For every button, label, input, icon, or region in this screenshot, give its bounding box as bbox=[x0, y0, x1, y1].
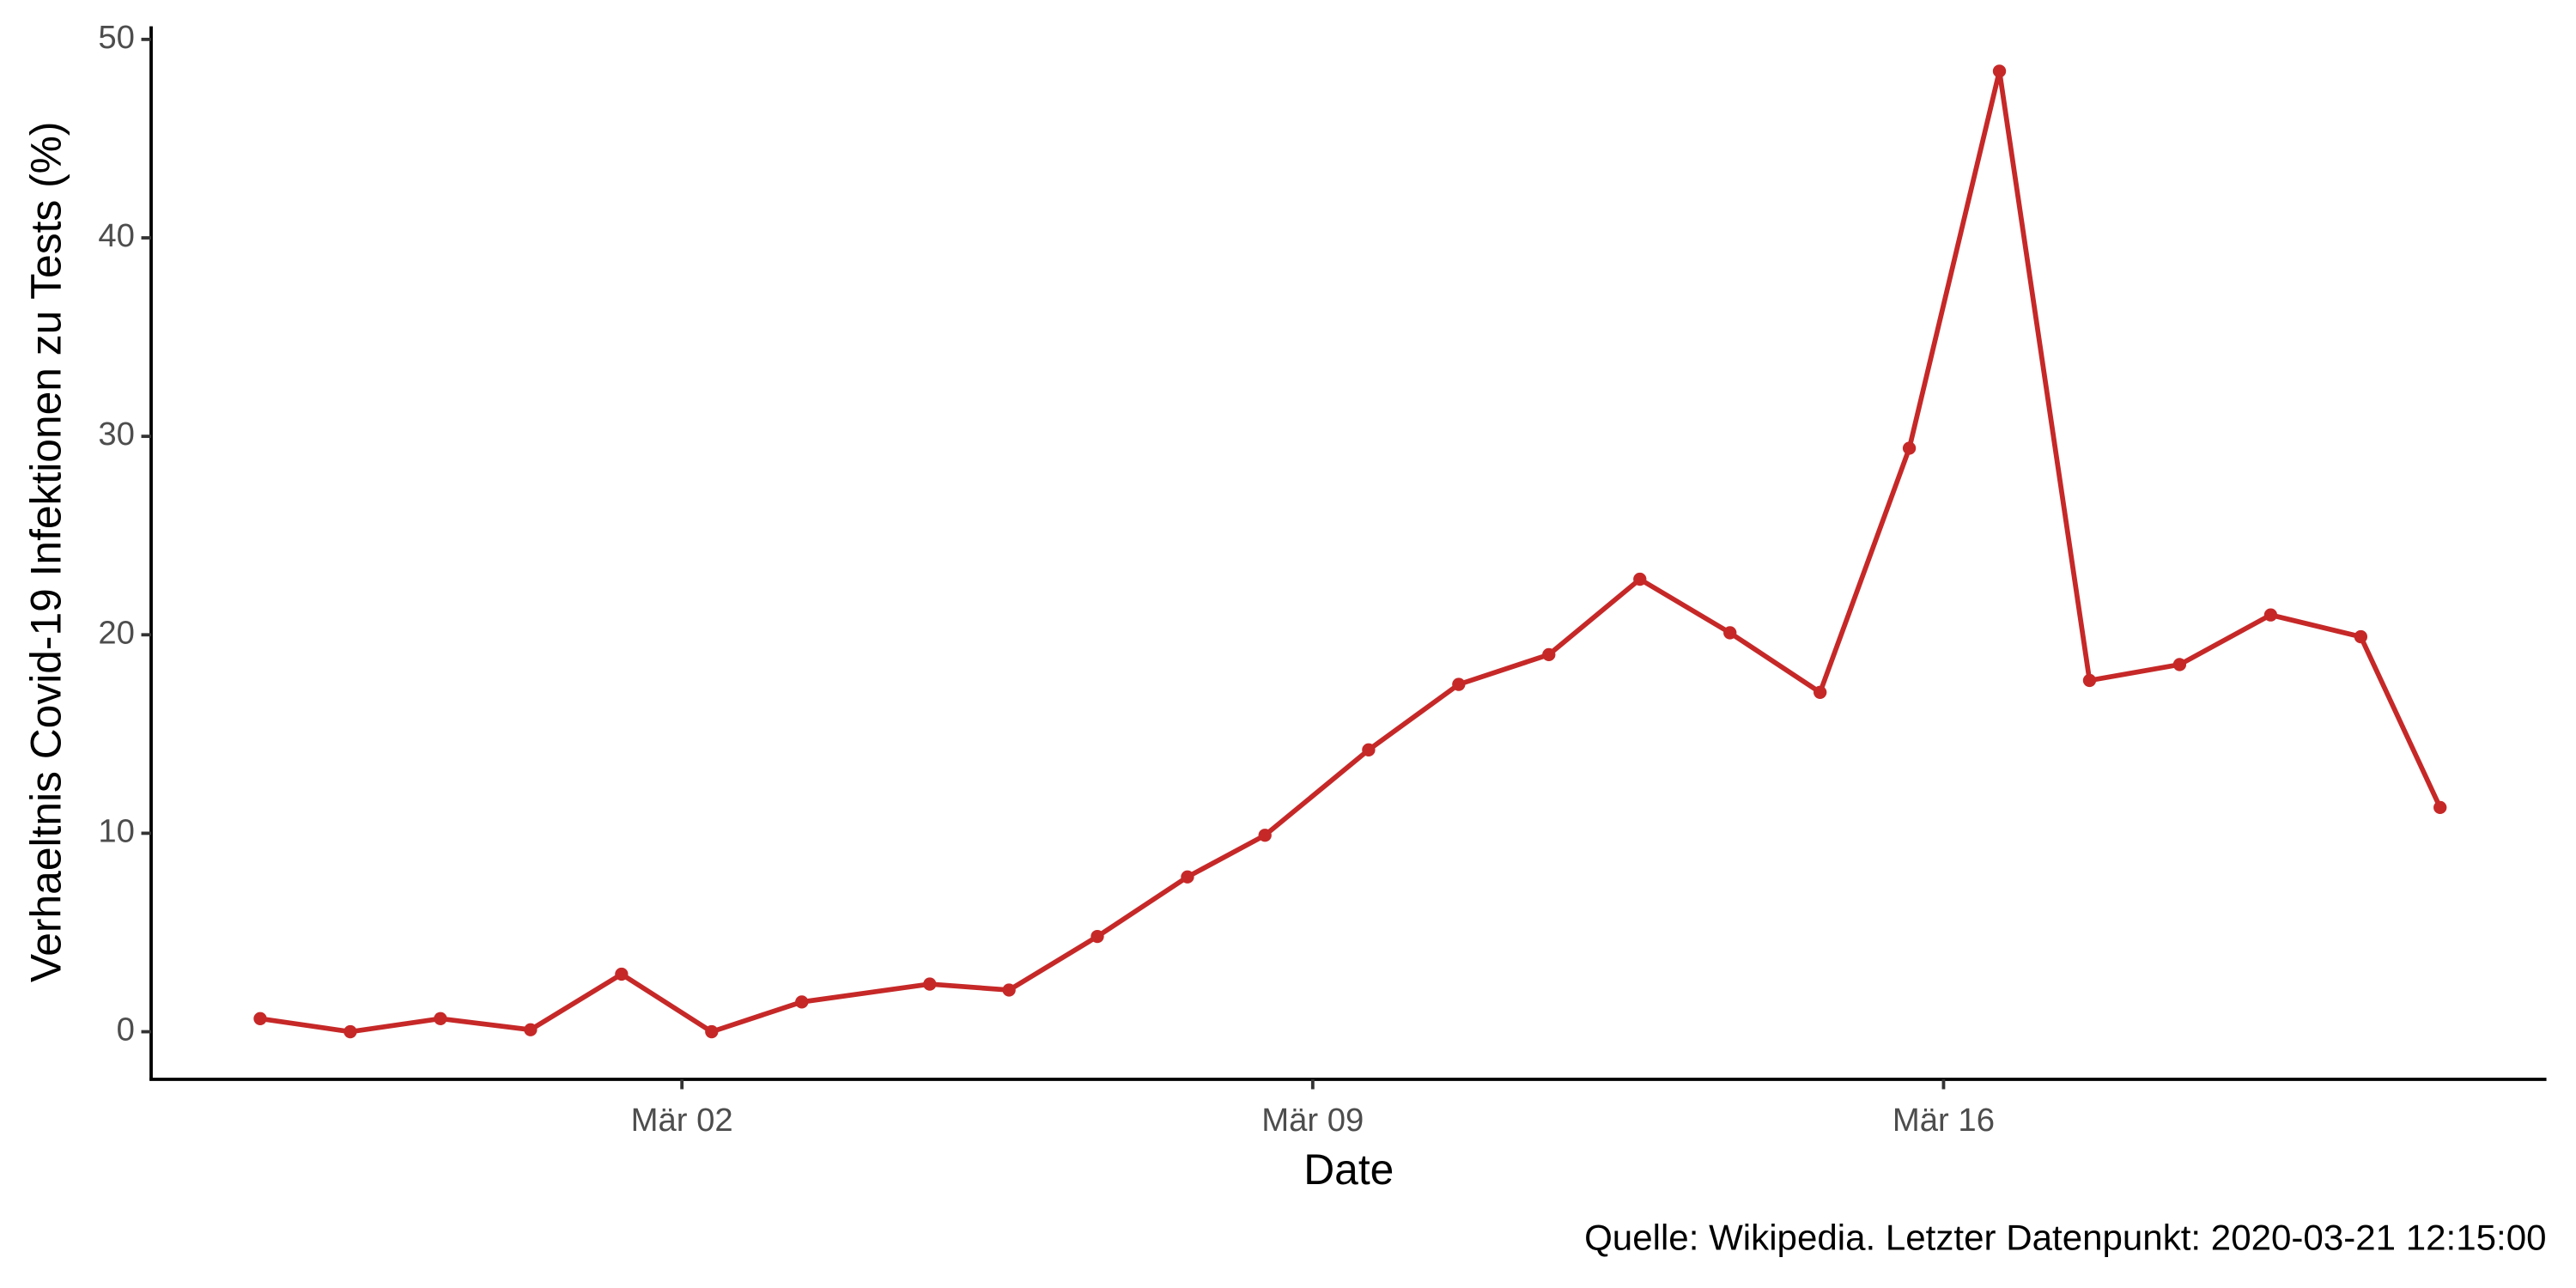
data-point bbox=[2082, 673, 2097, 688]
data-point bbox=[795, 995, 809, 1009]
data-point bbox=[1992, 64, 2007, 78]
x-tick-label: Mär 16 bbox=[1893, 1102, 1995, 1139]
data-point bbox=[1902, 441, 1917, 455]
series-line bbox=[259, 68, 2443, 1035]
x-tick-label: Mär 09 bbox=[1261, 1102, 1364, 1139]
x-axis-title: Date bbox=[1303, 1145, 1394, 1194]
data-point bbox=[1633, 572, 1647, 586]
data-point bbox=[524, 1023, 538, 1036]
y-tick-label: 20 bbox=[98, 614, 135, 651]
data-point bbox=[2263, 608, 2278, 622]
data-point bbox=[434, 1012, 447, 1025]
data-point bbox=[1258, 829, 1272, 842]
y-axis-title: Verhaeltnis Covid-19 Infektionen zu Test… bbox=[22, 122, 70, 983]
data-point bbox=[615, 967, 629, 981]
data-point bbox=[1814, 685, 1827, 699]
data-point bbox=[1723, 626, 1737, 640]
data-point bbox=[1542, 647, 1556, 662]
y-tick-label: 40 bbox=[98, 217, 135, 254]
caption: Quelle: Wikipedia. Letzter Datenpunkt: 2… bbox=[1584, 1218, 2546, 1258]
data-point bbox=[343, 1024, 357, 1039]
x-tick-label: Mär 02 bbox=[631, 1102, 733, 1139]
y-tick-label: 50 bbox=[98, 19, 135, 56]
data-point bbox=[2172, 658, 2187, 671]
data-point bbox=[2354, 629, 2368, 644]
y-tick-label: 0 bbox=[117, 1012, 135, 1048]
data-point bbox=[1362, 743, 1376, 756]
data-point bbox=[1091, 929, 1104, 944]
data-point bbox=[1181, 870, 1194, 884]
data-point bbox=[1452, 677, 1466, 691]
data-point bbox=[923, 977, 937, 991]
data-point bbox=[705, 1024, 719, 1039]
y-tick-label: 30 bbox=[98, 416, 135, 453]
data-point bbox=[2433, 800, 2447, 815]
data-point bbox=[253, 1012, 267, 1025]
data-point bbox=[1002, 983, 1016, 997]
y-tick-label: 10 bbox=[98, 813, 135, 850]
